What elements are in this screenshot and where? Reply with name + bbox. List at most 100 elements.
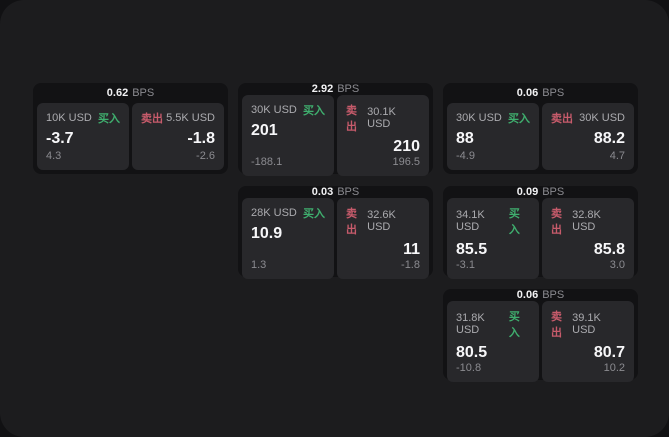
sell-panel-top: 卖出 32.6K USD (346, 205, 420, 237)
buy-quote-panel[interactable]: 28K USD 买入 10.9 1.3 (242, 198, 334, 279)
sell-panel-top: 卖出 30K USD (551, 110, 625, 126)
buy-quote-panel[interactable]: 31.8K USD 买入 80.5 -10.8 (447, 301, 539, 382)
buy-price-value: 88 (456, 130, 474, 147)
buy-side-label: 买入 (98, 113, 120, 125)
buy-side-label: 买入 (508, 311, 520, 339)
sell-side-label: 卖出 (551, 208, 562, 236)
buy-delta-value: -3.1 (456, 258, 475, 271)
sell-quote-panel[interactable]: 卖出 30.1K USD 210 196.5 (337, 95, 429, 176)
spread-value: 0.09 (516, 186, 539, 198)
sell-panel-top: 卖出 5.5K USD (141, 110, 215, 126)
buy-quote-panel[interactable]: 30K USD 买入 88 -4.9 (447, 103, 539, 170)
sell-delta-value: -2.6 (196, 150, 215, 162)
sell-side-label: 卖出 (346, 208, 357, 236)
bps-unit-label: BPS (337, 186, 360, 198)
buy-notional-size-label: 10K USD (46, 112, 92, 124)
sell-price-value: 88.2 (593, 130, 625, 147)
buy-notional-size-label: 31.8K USD (456, 312, 485, 336)
buy-price-value: 80.5 (456, 344, 488, 361)
buy-panel-top: 31.8K USD 买入 (456, 308, 530, 340)
quote-panels: 30K USD 买入 201 -188.1 卖出 30.1K USD 210 1… (238, 95, 433, 180)
buy-side-label: 买入 (303, 208, 325, 220)
buy-side-label: 买入 (508, 208, 520, 236)
sell-quote-panel[interactable]: 卖出 39.1K USD 80.7 10.2 (542, 301, 634, 382)
buy-notional-size-label: 30K USD (456, 112, 502, 124)
buy-notional-size-label: 28K USD (251, 207, 297, 219)
spread-header: 0.06 BPS (443, 289, 638, 301)
sell-side-label: 卖出 (141, 113, 163, 125)
sell-delta-value: 3.0 (609, 258, 625, 271)
buy-panel-top: 30K USD 买入 (251, 102, 325, 118)
quote-panels: 31.8K USD 买入 80.5 -10.8 卖出 39.1K USD 80.… (443, 301, 638, 386)
buy-delta-value: 4.3 (46, 150, 62, 162)
spread-header: 0.06 BPS (443, 83, 638, 103)
bps-unit-label: BPS (337, 83, 360, 95)
buy-delta-value: -4.9 (456, 150, 475, 162)
sell-notional-size-label: 39.1K USD (572, 312, 601, 336)
buy-panel-top: 30K USD 买入 (456, 110, 530, 126)
sell-side-label: 卖出 (551, 311, 562, 339)
bps-unit-label: BPS (542, 186, 565, 198)
spread-header: 0.03 BPS (238, 186, 433, 198)
buy-quote-panel[interactable]: 34.1K USD 买入 85.5 -3.1 (447, 198, 539, 279)
buy-notional-size-label: 34.1K USD (456, 209, 485, 233)
sell-delta-value: 4.7 (609, 150, 625, 162)
sell-quote-panel[interactable]: 卖出 32.6K USD 11 -1.8 (337, 198, 429, 279)
sell-notional-size-label: 30.1K USD (367, 106, 396, 130)
buy-price-value: 10.9 (251, 225, 283, 242)
buy-quote-panel[interactable]: 30K USD 买入 201 -188.1 (242, 95, 334, 176)
sell-price-value: 11 (403, 241, 420, 258)
quote-panels: 28K USD 买入 10.9 1.3 卖出 32.6K USD 11 -1.8 (238, 198, 433, 283)
buy-panel-top: 10K USD 买入 (46, 110, 120, 126)
sell-panel-top: 卖出 30.1K USD (346, 102, 420, 134)
buy-delta-value: 1.3 (251, 258, 267, 271)
sell-quote-panel[interactable]: 卖出 5.5K USD -1.8 -2.6 (132, 103, 224, 170)
sell-side-label: 卖出 (346, 105, 357, 133)
sell-quote-panel[interactable]: 卖出 32.8K USD 85.8 3.0 (542, 198, 634, 279)
sell-price-value: -1.8 (187, 130, 215, 147)
spread-header: 0.62 BPS (33, 83, 228, 103)
quote-card: 0.03 BPS 28K USD 买入 10.9 1.3 卖出 32.6K US… (238, 186, 433, 279)
sell-delta-value: 196.5 (392, 155, 420, 168)
spread-header: 2.92 BPS (238, 83, 433, 95)
sell-notional-size-label: 32.8K USD (572, 209, 601, 233)
sell-notional-size-label: 5.5K USD (166, 112, 215, 124)
spread-header: 0.09 BPS (443, 186, 638, 198)
buy-panel-top: 28K USD 买入 (251, 205, 325, 221)
buy-quote-panel[interactable]: 10K USD 买入 -3.7 4.3 (37, 103, 129, 170)
buy-panel-top: 34.1K USD 买入 (456, 205, 530, 237)
quote-card: 0.06 BPS 31.8K USD 买入 80.5 -10.8 卖出 39.1… (443, 289, 638, 382)
sell-notional-size-label: 32.6K USD (367, 209, 396, 233)
sell-price-value: 210 (393, 138, 420, 155)
bps-unit-label: BPS (542, 87, 565, 99)
sell-side-label: 卖出 (551, 113, 573, 125)
quote-panels: 34.1K USD 买入 85.5 -3.1 卖出 32.8K USD 85.8… (443, 198, 638, 283)
spread-value: 0.06 (516, 87, 539, 99)
quote-card-grid: 0.62 BPS 10K USD 买入 -3.7 4.3 卖出 5.5K USD (33, 83, 638, 382)
sell-delta-value: 10.2 (603, 361, 625, 374)
buy-side-label: 买入 (508, 113, 530, 125)
sell-notional-size-label: 30K USD (579, 112, 625, 124)
spread-value: 0.06 (516, 289, 539, 301)
sell-panel-top: 卖出 39.1K USD (551, 308, 625, 340)
quote-card: 0.06 BPS 30K USD 买入 88 -4.9 卖出 30K USD (443, 83, 638, 174)
buy-price-value: 85.5 (456, 241, 488, 258)
buy-price-value: -3.7 (46, 130, 74, 147)
sell-delta-value: -1.8 (401, 258, 420, 271)
spread-value: 0.03 (311, 186, 334, 198)
spread-value: 0.62 (106, 87, 129, 99)
quote-panels: 10K USD 买入 -3.7 4.3 卖出 5.5K USD -1.8 -2.… (33, 103, 228, 174)
spread-value: 2.92 (311, 83, 334, 95)
quote-card: 2.92 BPS 30K USD 买入 201 -188.1 卖出 30.1K … (238, 83, 433, 176)
buy-notional-size-label: 30K USD (251, 104, 297, 116)
sell-panel-top: 卖出 32.8K USD (551, 205, 625, 237)
buy-delta-value: -188.1 (251, 155, 283, 168)
bps-unit-label: BPS (542, 289, 565, 301)
quote-card: 0.62 BPS 10K USD 买入 -3.7 4.3 卖出 5.5K USD (33, 83, 228, 174)
buy-price-value: 201 (251, 122, 278, 139)
sell-quote-panel[interactable]: 卖出 30K USD 88.2 4.7 (542, 103, 634, 170)
buy-delta-value: -10.8 (456, 361, 482, 374)
quote-panels: 30K USD 买入 88 -4.9 卖出 30K USD 88.2 4.7 (443, 103, 638, 174)
buy-side-label: 买入 (303, 105, 325, 117)
